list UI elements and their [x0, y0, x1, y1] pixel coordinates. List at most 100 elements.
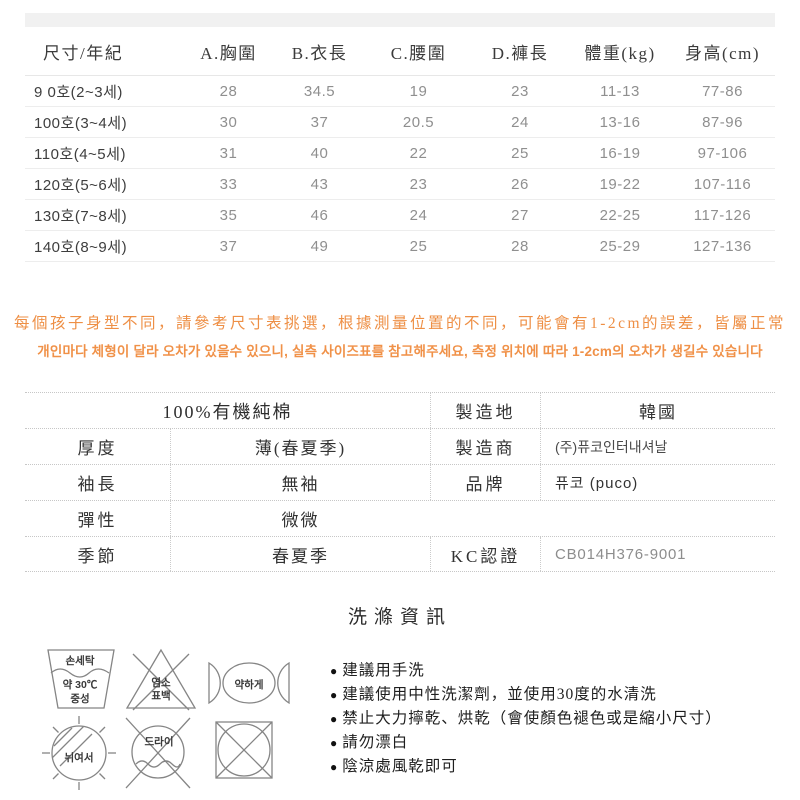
cell-waist: 24	[409, 206, 428, 224]
cell-height: 77-86	[702, 82, 743, 100]
cell-height: 117-126	[693, 206, 752, 224]
spec-table: 100%有機純棉 製造地 韓國 厚度 薄(春夏季) 製造商 (주)퓨코인터내셔날…	[25, 392, 775, 572]
no-bleach-icon: 염소 표백	[120, 644, 202, 716]
list-item: ● 陰涼處風乾即可	[330, 755, 795, 779]
row-label: 9 0호(2~3세)	[34, 83, 123, 101]
list-item: ● 建議用手洗	[330, 659, 795, 683]
hand-wash-label: 손세탁	[65, 655, 95, 667]
cell-height: 127-136	[693, 237, 752, 255]
bullet-icon: ●	[330, 688, 338, 702]
list-item: ● 請勿漂白	[330, 731, 795, 755]
row-label: 120호(5~6세)	[34, 176, 128, 194]
dry-flat-icon: 뉘여서	[38, 712, 120, 794]
spec-label-thickness: 厚度	[77, 439, 118, 458]
cell-weight: 11-13	[600, 82, 640, 100]
cell-weight: 22-25	[599, 206, 641, 224]
cell-waist: 25	[409, 237, 428, 255]
col-header-height: 身高(cm)	[684, 43, 761, 63]
cell-length: 37	[310, 113, 329, 131]
col-header-length: B.衣長	[291, 43, 348, 63]
cell-waist: 22	[409, 144, 428, 162]
cell-chest: 37	[219, 237, 238, 255]
table-row: 120호(5~6세) 33 43 23 26 19-22 107-116	[25, 169, 775, 200]
spec-label-brand: 品牌	[430, 465, 540, 500]
spec-label-season: 季節	[77, 546, 118, 566]
neutral-detergent-label: 중성	[70, 693, 90, 705]
wring-gently-icon: 약하게	[202, 656, 296, 710]
cell-weight: 16-19	[599, 144, 641, 162]
spec-value-thickness: 薄(春夏季)	[170, 429, 430, 464]
table-top-band	[25, 13, 775, 27]
cell-pants: 26	[511, 175, 529, 193]
no-tumble-dry-icon	[206, 714, 284, 792]
no-dry-clean-icon: 드라이	[118, 710, 200, 794]
temp-30-label: 약 30℃	[62, 679, 98, 691]
size-table: 尺寸/年紀 A.胸圍 B.衣長 C.腰圍 D.褲長 體重(kg) 身高(cm) …	[25, 13, 775, 262]
spec-label-kc-cert: KC認證	[430, 537, 540, 571]
wash-instruction-text: 請勿漂白	[342, 734, 409, 751]
wash-section-title: 洗滌資訊	[347, 607, 452, 628]
table-row: 9 0호(2~3세) 28 34.5 19 23 11-13 77-86	[25, 76, 775, 107]
spec-value-kc-cert: CB014H376-9001	[540, 537, 775, 571]
table-row: 110호(4~5세) 31 40 22 25 16-19 97-106	[25, 138, 775, 169]
spec-row: 季節 春夏季 KC認證 CB014H376-9001	[25, 536, 775, 572]
spec-row: 彈性 微微	[25, 500, 775, 536]
size-table-header: 尺寸/年紀 A.胸圍 B.衣長 C.腰圍 D.褲長 體重(kg) 身高(cm)	[25, 27, 775, 76]
spec-material: 100%有機純棉	[162, 401, 293, 422]
wring-label: 약하게	[234, 679, 264, 691]
spec-label-sleeve: 袖長	[77, 475, 118, 494]
col-header-pants: D.褲長	[491, 43, 549, 63]
cell-length: 43	[310, 175, 329, 193]
hand-wash-icon: 손세탁 약 30℃ 중성	[40, 640, 120, 712]
col-header-weight: 體重(kg)	[584, 43, 656, 63]
spec-empty-cell	[430, 501, 775, 536]
dry-clean-label: 드라이	[144, 736, 174, 748]
dry-flat-label: 뉘여서	[64, 752, 94, 764]
cell-length: 46	[310, 206, 329, 224]
cell-height: 107-116	[693, 175, 752, 193]
cell-chest: 35	[219, 206, 238, 224]
spec-row: 100%有機純棉 製造地 韓國	[25, 392, 775, 428]
size-note-korean: 개인마다 체형이 달라 오차가 있을수 있으니, 실측 사이즈표를 참고해주세요…	[37, 344, 763, 359]
cell-waist: 20.5	[402, 113, 435, 131]
wash-instructions-list: ● 建議用手洗 ● 建議使用中性洗潔劑，並使用30度的水清洗 ● 禁止大力擰乾、…	[330, 659, 795, 779]
row-label: 140호(8~9세)	[34, 238, 128, 256]
bleach-label-line1: 염소	[151, 677, 171, 689]
spec-row: 厚度 薄(春夏季) 製造商 (주)퓨코인터내셔날	[25, 428, 775, 464]
col-header-waist: C.腰圍	[390, 43, 447, 63]
spec-label-manufacturer: 製造商	[430, 429, 540, 464]
cell-pants: 24	[511, 113, 529, 131]
cell-waist: 23	[409, 175, 428, 193]
cell-chest: 31	[219, 144, 238, 162]
bullet-icon: ●	[330, 712, 338, 726]
table-row: 100호(3~4세) 30 37 20.5 24 13-16 87-96	[25, 107, 775, 138]
wash-instruction-text: 禁止大力擰乾、烘乾（會使顏色褪色或是縮小尺寸）	[342, 710, 722, 727]
wash-instruction-text: 建議使用中性洗潔劑，並使用30度的水清洗	[342, 686, 657, 703]
spec-value-brand: 퓨코 (puco)	[540, 465, 775, 500]
row-label: 110호(4~5세)	[34, 145, 126, 163]
cell-chest: 30	[219, 113, 238, 131]
bleach-label-line2: 표백	[151, 690, 171, 702]
cell-length: 49	[310, 237, 329, 255]
cell-waist: 19	[409, 82, 428, 100]
cell-weight: 25-29	[599, 237, 641, 255]
wash-instruction-text: 建議用手洗	[342, 662, 425, 679]
cell-pants: 27	[511, 206, 529, 224]
cell-pants: 25	[511, 144, 529, 162]
list-item: ● 禁止大力擰乾、烘乾（會使顏色褪色或是縮小尺寸）	[330, 707, 795, 731]
cell-chest: 28	[219, 82, 238, 100]
cell-chest: 33	[219, 175, 238, 193]
spec-label-elasticity: 彈性	[77, 511, 118, 530]
spec-value-season: 春夏季	[170, 537, 430, 571]
cell-pants: 23	[511, 82, 529, 100]
col-header-size-age: 尺寸/年紀	[43, 43, 124, 63]
spec-label-origin: 製造地	[430, 393, 540, 428]
spec-row: 袖長 無袖 品牌 퓨코 (puco)	[25, 464, 775, 500]
table-row: 140호(8~9세) 37 49 25 28 25-29 127-136	[25, 231, 775, 262]
cell-weight: 19-22	[599, 175, 641, 193]
bullet-icon: ●	[330, 760, 338, 774]
col-header-chest: A.胸圍	[200, 43, 257, 63]
bullet-icon: ●	[330, 736, 338, 750]
list-item: ● 建議使用中性洗潔劑，並使用30度的水清洗	[330, 683, 795, 707]
